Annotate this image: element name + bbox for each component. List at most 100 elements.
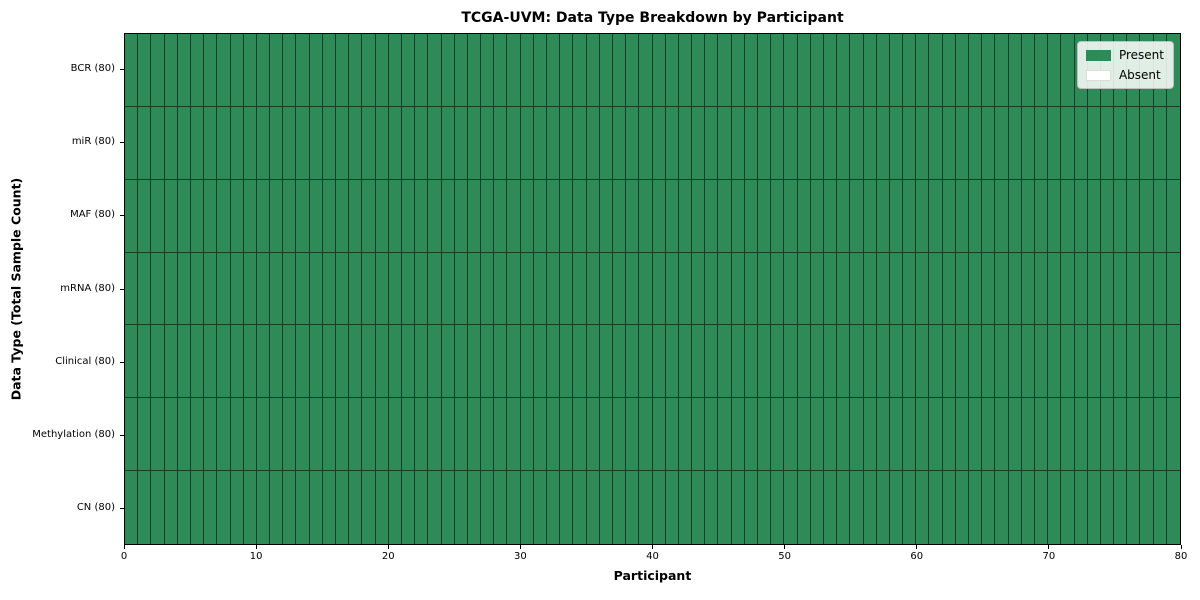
heatmap-cell bbox=[481, 106, 495, 180]
heatmap-cell bbox=[204, 106, 218, 180]
heatmap-cell bbox=[336, 179, 350, 253]
heatmap-cell bbox=[969, 179, 983, 253]
heatmap-cell bbox=[270, 106, 284, 180]
heatmap-cell bbox=[441, 34, 455, 107]
heatmap-cell bbox=[217, 34, 231, 107]
heatmap-cell bbox=[784, 252, 798, 326]
heatmap-cell bbox=[652, 252, 666, 326]
heatmap-cell bbox=[454, 471, 468, 544]
x-tick-label: 70 bbox=[1042, 551, 1056, 562]
heatmap-cell bbox=[441, 179, 455, 253]
heatmap-cell bbox=[1034, 106, 1049, 180]
heatmap-cell bbox=[375, 179, 389, 253]
heatmap-cell bbox=[217, 252, 231, 326]
heatmap-cell bbox=[586, 106, 600, 180]
heatmap-cell bbox=[507, 106, 521, 180]
heatmap-cell bbox=[138, 34, 152, 107]
heatmap-cell bbox=[401, 252, 416, 326]
heatmap-cell bbox=[652, 106, 666, 180]
heatmap-cell bbox=[599, 398, 613, 472]
heatmap-cell bbox=[731, 106, 745, 180]
heatmap-cell bbox=[1166, 398, 1180, 472]
heatmap-cell bbox=[850, 325, 864, 399]
heatmap-cell bbox=[204, 471, 218, 544]
x-tick-mark bbox=[255, 545, 257, 549]
heatmap-cell bbox=[889, 325, 904, 399]
heatmap-cell bbox=[916, 106, 930, 180]
heatmap-cell bbox=[599, 325, 613, 399]
heatmap-cell bbox=[876, 252, 890, 326]
heatmap-cell bbox=[1061, 34, 1075, 107]
y-tick-label: BCR (80) bbox=[70, 63, 115, 75]
heatmap-cell bbox=[1127, 106, 1141, 180]
heatmap-cell bbox=[520, 106, 534, 180]
x-tick-mark bbox=[1048, 545, 1050, 549]
heatmap-cell bbox=[296, 106, 310, 180]
heatmap-cell bbox=[322, 252, 336, 326]
heatmap-cell bbox=[652, 325, 666, 399]
heatmap-cell bbox=[230, 34, 244, 107]
heatmap-cell bbox=[190, 398, 205, 472]
heatmap-cell bbox=[1074, 398, 1088, 472]
heatmap-cell bbox=[362, 179, 376, 253]
heatmap-cell bbox=[415, 106, 429, 180]
heatmap-cell bbox=[731, 34, 745, 107]
plot-area: Present Absent bbox=[124, 33, 1181, 545]
heatmap-cell bbox=[494, 106, 508, 180]
heatmap-cell bbox=[1074, 325, 1088, 399]
heatmap-cell bbox=[599, 34, 613, 107]
heatmap-cell bbox=[705, 471, 719, 544]
heatmap-cell bbox=[375, 106, 389, 180]
heatmap-cell bbox=[995, 252, 1009, 326]
heatmap-cell bbox=[336, 34, 350, 107]
heatmap-cell bbox=[138, 179, 152, 253]
heatmap-cell bbox=[547, 34, 561, 107]
heatmap-cell bbox=[599, 471, 613, 544]
heatmap-cell bbox=[652, 471, 666, 544]
legend-label-absent: Absent bbox=[1118, 68, 1161, 82]
heatmap-cell bbox=[415, 252, 429, 326]
heatmap-cell bbox=[349, 471, 363, 544]
heatmap-cell bbox=[401, 325, 416, 399]
heatmap-cell bbox=[916, 325, 930, 399]
heatmap-cell bbox=[125, 179, 139, 253]
heatmap-cell bbox=[375, 34, 389, 107]
heatmap-cell bbox=[547, 252, 561, 326]
heatmap-cell bbox=[1008, 179, 1022, 253]
heatmap-cell bbox=[283, 34, 297, 107]
heatmap-cell bbox=[256, 398, 271, 472]
heatmap-cell bbox=[177, 471, 191, 544]
heatmap-cell bbox=[441, 398, 455, 472]
heatmap-cell bbox=[995, 179, 1009, 253]
heatmap-cell bbox=[969, 398, 983, 472]
heatmap-cell bbox=[560, 325, 574, 399]
heatmap-cell bbox=[810, 34, 824, 107]
heatmap-cell bbox=[995, 34, 1009, 107]
heatmap-cell bbox=[547, 398, 561, 472]
heatmap-cell bbox=[955, 252, 969, 326]
heatmap-cell bbox=[639, 252, 653, 326]
heatmap-cell bbox=[230, 106, 244, 180]
heatmap-cell bbox=[665, 106, 679, 180]
heatmap-cell bbox=[388, 325, 402, 399]
heatmap-cell bbox=[415, 325, 429, 399]
heatmap-cell bbox=[1087, 179, 1101, 253]
heatmap-cell bbox=[494, 471, 508, 544]
heatmap-cell bbox=[929, 106, 943, 180]
heatmap-cell bbox=[784, 179, 798, 253]
heatmap-cell bbox=[652, 34, 666, 107]
heatmap-cell bbox=[1100, 106, 1115, 180]
heatmap-cell bbox=[823, 106, 838, 180]
heatmap-cell bbox=[177, 252, 191, 326]
heatmap-cell bbox=[375, 325, 389, 399]
heatmap-cell bbox=[942, 34, 956, 107]
heatmap-cell bbox=[573, 471, 587, 544]
heatmap-cell bbox=[520, 325, 534, 399]
heatmap-cell bbox=[309, 325, 323, 399]
heatmap-cell bbox=[916, 179, 930, 253]
heatmap-cell bbox=[705, 106, 719, 180]
heatmap-cell bbox=[296, 34, 310, 107]
heatmap-cell bbox=[982, 471, 996, 544]
heatmap-cell bbox=[1048, 252, 1062, 326]
heatmap-cell bbox=[1100, 179, 1115, 253]
